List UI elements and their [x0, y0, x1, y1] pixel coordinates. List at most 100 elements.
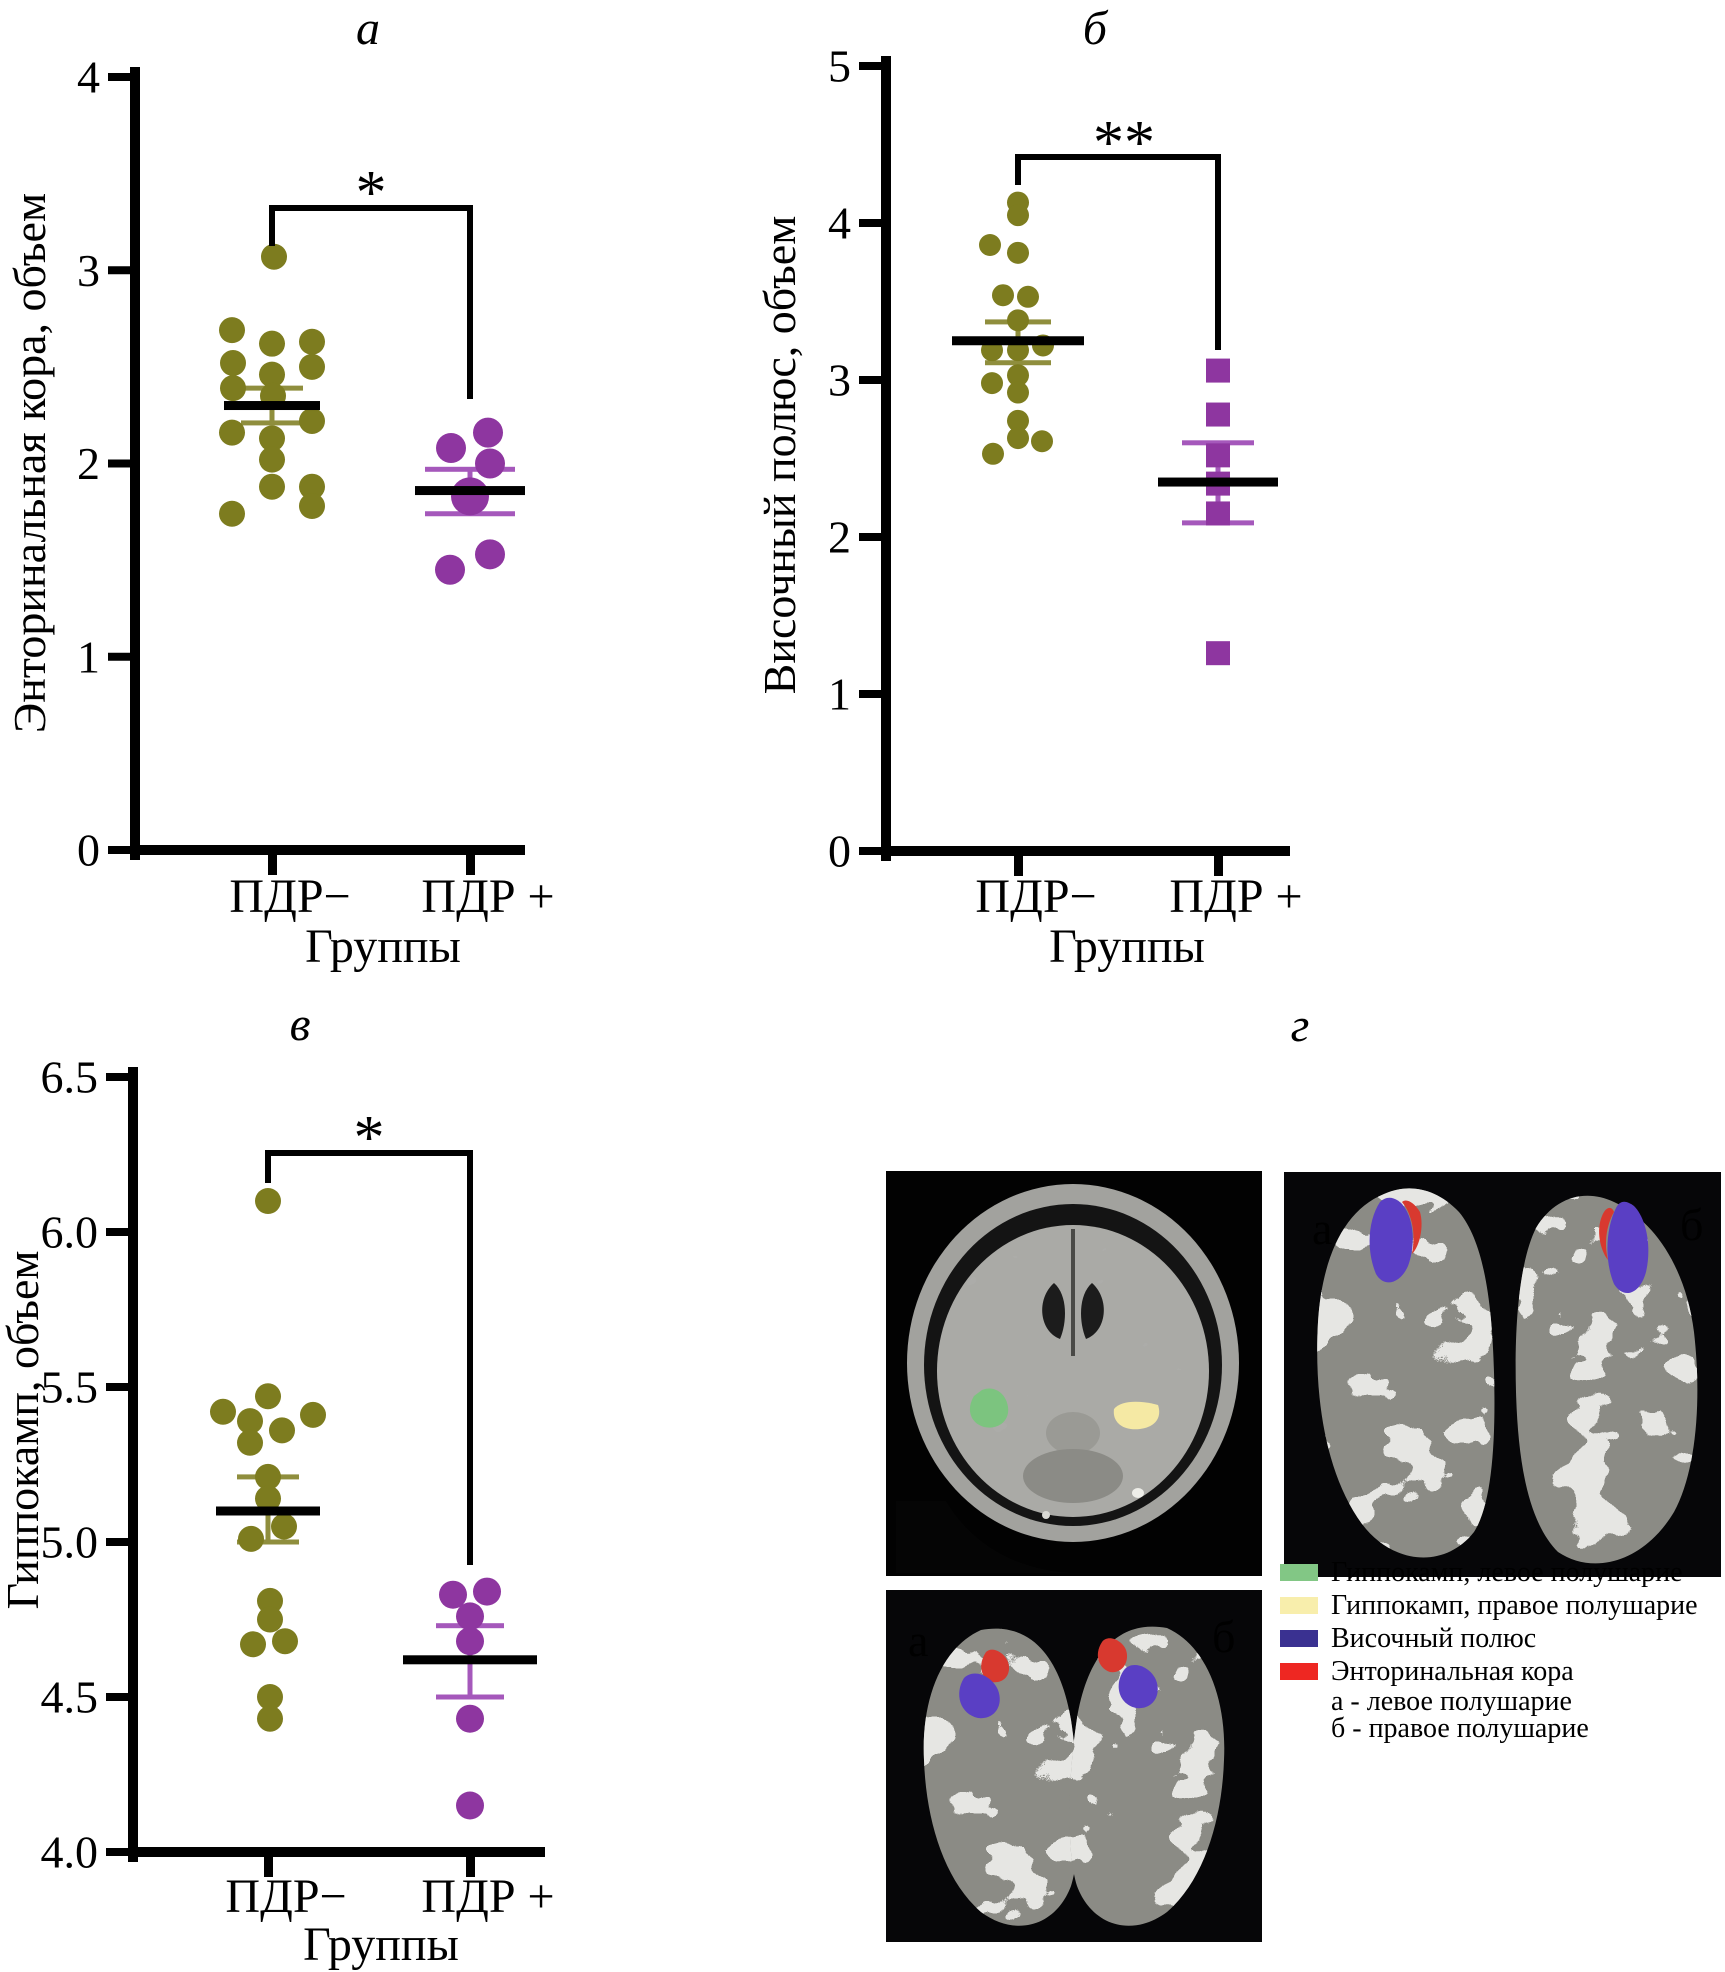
y-tick-label-a: 3 — [77, 245, 100, 296]
temporal-pole-region-right — [1607, 1201, 1649, 1294]
error-cap-top-a-1 — [425, 466, 515, 472]
sig-bracket-v — [265, 1150, 473, 1156]
mean-line-a-1 — [415, 486, 525, 496]
data-point-v-ПДР−-4 — [237, 1408, 263, 1435]
sig-bracket-a — [269, 205, 473, 211]
data-point-a-ПДР−-11 — [259, 425, 285, 452]
surface-top-right-hemisphere — [1515, 1195, 1698, 1564]
x-tick-a — [268, 855, 277, 875]
data-point-b-ПДР−-15 — [1031, 430, 1053, 453]
legend-subline-1: б - правое полушарие — [1331, 1713, 1589, 1744]
data-point-a-ПДР +-0 — [473, 417, 503, 448]
data-point-b-ПДР−-14 — [1007, 427, 1029, 450]
data-point-b-ПДР−-6 — [1007, 309, 1029, 332]
data-point-v-ПДР +-0 — [473, 1577, 501, 1606]
data-point-b-ПДР−-2 — [979, 233, 1001, 256]
surface-top-label-b: б — [1680, 1199, 1703, 1250]
data-point-b-ПДР−-11 — [981, 372, 1003, 395]
y-tick-v — [106, 1073, 133, 1081]
y-tick-v — [106, 1228, 133, 1236]
y-tick-label-v: 5.5 — [41, 1362, 99, 1413]
sig-bracket-left-b — [1015, 157, 1021, 185]
x-tick-v — [264, 1857, 273, 1877]
panel-title-a: а — [356, 2, 380, 55]
y-tick-a — [108, 73, 135, 81]
data-point-b-ПДР−-3 — [1007, 241, 1029, 264]
mri-brain — [937, 1225, 1209, 1519]
y-tick-b — [859, 690, 886, 698]
data-point-a-ПДР−-16 — [219, 500, 245, 527]
x-tick-a — [466, 855, 475, 875]
data-point-a-ПДР−-0 — [261, 243, 287, 270]
panel-title-v: в — [290, 998, 311, 1051]
data-point-b-ПДР−-16 — [982, 442, 1004, 465]
y-tick-a — [108, 266, 135, 275]
data-point-v-ПДР +-2 — [456, 1602, 484, 1631]
data-point-a-ПДР−-2 — [299, 328, 325, 355]
data-point-a-ПДР−-13 — [259, 473, 285, 500]
mri-neck-shadow — [896, 1501, 1073, 1573]
data-point-v-ПДР−-15 — [257, 1684, 283, 1710]
y-tick-label-b: 3 — [828, 355, 851, 406]
legend-swatch-icon — [1280, 1663, 1318, 1680]
error-cap-bottom-v-1 — [436, 1694, 504, 1700]
legend-label: Гиппокамп, левое полушарие — [1331, 1557, 1683, 1588]
category-label-a-0: ПДР− — [229, 870, 350, 923]
data-point-b-ПДР−-1 — [1007, 204, 1029, 227]
y-tick-label-b: 1 — [828, 669, 851, 720]
data-point-a-ПДР +-5 — [435, 554, 465, 585]
data-point-v-ПДР−-6 — [237, 1429, 263, 1456]
data-point-b-ПДР−-4 — [992, 284, 1014, 307]
y-tick-label-v: 4.0 — [41, 1827, 99, 1878]
mri-coronal-image — [886, 1171, 1262, 1576]
y-tick-v — [106, 1848, 133, 1856]
y-axis-title-b: Височный полюс, объем — [754, 216, 805, 695]
temporal-pole-region-right — [1118, 1665, 1158, 1709]
x-axis-title-b: Группы — [1049, 920, 1205, 973]
sig-bracket-right-a — [467, 208, 473, 399]
y-tick-label-a: 2 — [77, 438, 100, 489]
mean-line-b-1 — [1158, 477, 1278, 487]
legend-item-3: Энторинальная кора — [1280, 1655, 1725, 1688]
y-axis-title-a: Энторинальная кора, объем — [4, 193, 55, 733]
data-point-v-ПДР−-2 — [210, 1398, 236, 1425]
legend-item-0: Гиппокамп, левое полушарие — [1280, 1556, 1725, 1589]
y-tick-b — [859, 62, 886, 70]
brain-surface-top-image: а б — [1284, 1172, 1721, 1577]
mean-line-v-0 — [216, 1506, 320, 1516]
data-point-a-ПДР +-3 — [451, 477, 489, 516]
category-label-b-0: ПДР− — [975, 870, 1096, 923]
category-label-a-1: ПДР + — [421, 870, 554, 923]
data-point-a-ПДР−-1 — [219, 317, 245, 344]
data-point-a-ПДР +-4 — [475, 539, 505, 570]
entorhinal-region-right — [1097, 1638, 1128, 1673]
x-tick-v — [466, 1857, 475, 1877]
data-point-v-ПДР−-14 — [240, 1631, 266, 1658]
data-point-b-ПДР +-1 — [1206, 402, 1230, 427]
data-point-v-ПДР−-1 — [255, 1383, 281, 1410]
y-tick-label-b: 2 — [828, 512, 851, 563]
y-tick-label-v: 4.5 — [41, 1672, 99, 1723]
data-point-b-ПДР−-5 — [1017, 285, 1039, 308]
y-tick-label-a: 4 — [77, 52, 100, 103]
data-point-v-ПДР−-8 — [255, 1485, 281, 1512]
data-point-v-ПДР +-1 — [439, 1580, 467, 1609]
data-point-v-ПДР−-11 — [257, 1587, 283, 1614]
data-point-b-ПДР +-5 — [1206, 641, 1230, 666]
entorhinal-region-left — [1402, 1200, 1422, 1254]
data-point-v-ПДР−-13 — [272, 1628, 298, 1655]
legend-swatch-icon — [1280, 1630, 1318, 1647]
temporal-pole-region-left — [959, 1673, 1000, 1719]
data-point-a-ПДР−-15 — [299, 493, 325, 520]
region-legend: Гиппокамп, левое полушарие Гиппокамп, пра… — [1280, 1556, 1725, 1744]
legend-item-2: Височный полюс — [1280, 1622, 1725, 1655]
data-point-a-ПДР−-6 — [259, 361, 285, 388]
y-tick-label-v: 6.5 — [41, 1052, 99, 1103]
mean-line-a-0 — [224, 401, 320, 411]
mri-hippocampus-left-highlight — [969, 1388, 1009, 1428]
significance-stars-v: * — [354, 1104, 385, 1172]
data-point-v-ПДР−-16 — [257, 1705, 283, 1732]
category-label-v-1: ПДР + — [421, 1870, 554, 1923]
entorhinal-region-left — [981, 1649, 1010, 1683]
